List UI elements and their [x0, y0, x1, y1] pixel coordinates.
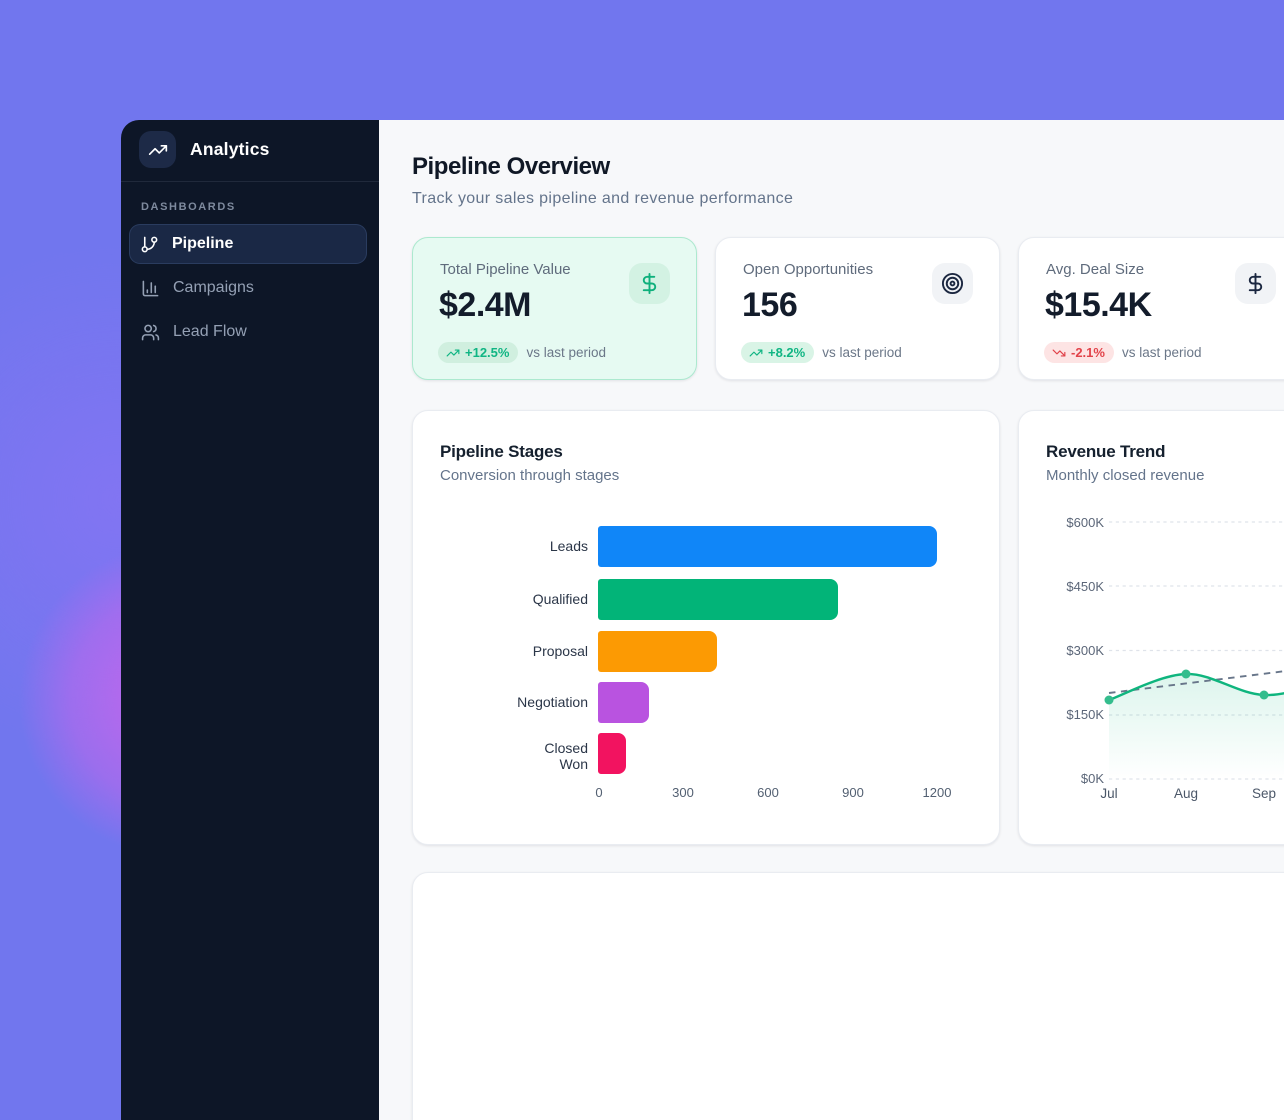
svg-text:$600K: $600K	[1066, 515, 1104, 530]
svg-text:$150K: $150K	[1066, 707, 1104, 722]
svg-text:Jul: Jul	[1100, 786, 1117, 801]
svg-text:Sep: Sep	[1252, 786, 1276, 801]
svg-text:$300K: $300K	[1066, 643, 1104, 658]
svg-text:Aug: Aug	[1174, 786, 1198, 801]
svg-text:$0K: $0K	[1081, 771, 1104, 786]
svg-text:$450K: $450K	[1066, 579, 1104, 594]
